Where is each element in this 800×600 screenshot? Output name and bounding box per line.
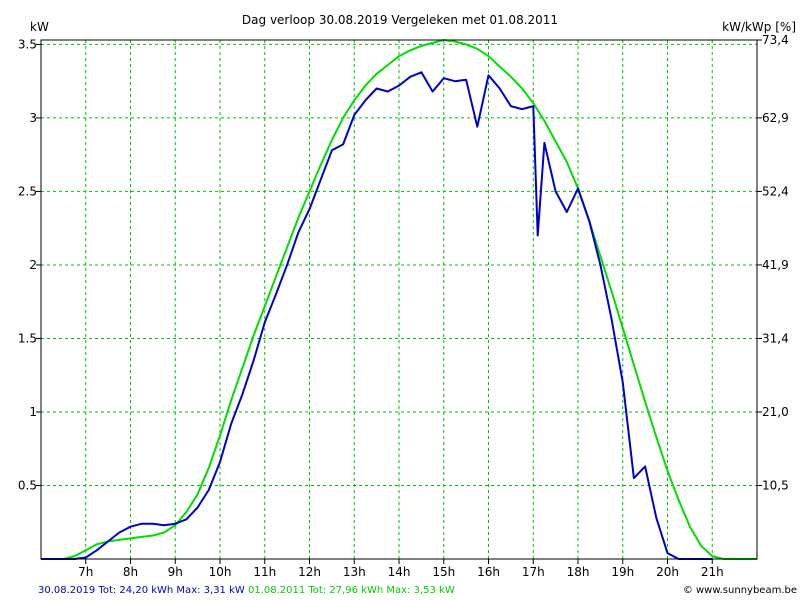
credit-text: © www.sunnybeam.be: [683, 585, 797, 596]
y-tick-label: 2.5: [18, 184, 37, 198]
x-tick-label: 12h: [298, 565, 321, 579]
y2-tick-label: 62,9: [762, 111, 789, 125]
y2-tick-label: 10,5: [762, 478, 789, 492]
x-tick-label: 14h: [388, 565, 411, 579]
y-axis-label-left: kW: [30, 20, 49, 34]
x-tick-label: 21h: [701, 565, 724, 579]
x-tick-label: 15h: [432, 565, 455, 579]
x-tick-label: 16h: [477, 565, 500, 579]
x-tick-label: 7h: [78, 565, 93, 579]
x-tick-label: 11h: [253, 565, 276, 579]
x-tick-label: 17h: [522, 565, 545, 579]
y-axis-right: 10,5 21,0 31,4 41,9 52,4 62,9 73,4: [757, 33, 789, 492]
series-line-30.08.2019: [41, 71, 713, 560]
footer-summary: 30.08.2019 Tot: 24,20 kWh Max: 3,31 kW 0…: [38, 585, 455, 596]
footer-series-1: 30.08.2019 Tot: 24,20 kWh Max: 3,31 kW: [38, 585, 245, 596]
x-tick-label: 8h: [123, 565, 138, 579]
x-tick-label: 13h: [343, 565, 366, 579]
y2-tick-label: 41,9: [762, 258, 789, 272]
x-tick-label: 19h: [611, 565, 634, 579]
footer-series-2: 01.08.2011 Tot: 27,96 kWh Max: 3,53 kW: [245, 585, 455, 596]
y-axis-label-right: kW/kWp [%]: [722, 20, 796, 34]
y-tick-label: 3.5: [18, 37, 37, 51]
x-tick-label: 20h: [656, 565, 679, 579]
chart-title: Dag verloop 30.08.2019 Vergeleken met 01…: [242, 13, 558, 27]
y-tick-label: 3: [29, 111, 37, 125]
y-axis-left: 0.5 1 1.5 2 2.5 3 3.5: [18, 37, 41, 492]
y2-tick-label: 21,0: [762, 405, 789, 419]
x-axis: 7h 8h 9h 10h 11h 12h 13h 14h 15h 16h 17h 18h 19h 20h 2…: [78, 559, 724, 579]
y-tick-label: 2: [29, 258, 37, 272]
x-tick-label: 9h: [168, 565, 183, 579]
y2-tick-label: 52,4: [762, 184, 789, 198]
y-tick-label: 0.5: [18, 478, 37, 492]
y2-tick-label: 31,4: [762, 331, 789, 345]
x-tick-label: 18h: [567, 565, 590, 579]
grid-lines: [41, 40, 757, 559]
y2-tick-label: 73,4: [762, 33, 789, 47]
series-layer: [41, 39, 757, 560]
y-tick-label: 1: [29, 405, 37, 419]
x-tick-label: 10h: [209, 565, 232, 579]
y-tick-label: 1.5: [18, 331, 37, 345]
series-line-01.08.2011: [41, 39, 757, 560]
